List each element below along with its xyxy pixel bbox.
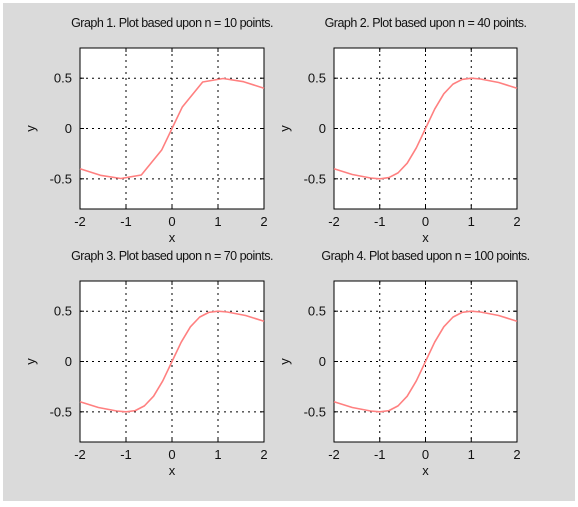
x-axis-label: x — [169, 463, 176, 478]
x-tick-label: -2 — [328, 214, 340, 229]
x-tick-label: 2 — [513, 447, 520, 462]
series-line — [333, 77, 518, 180]
x-tick-label: 1 — [214, 447, 221, 462]
x-tick-label: -2 — [74, 447, 86, 462]
y-tick-label: 0 — [65, 354, 72, 369]
x-tick-label: 2 — [260, 214, 267, 229]
x-tick-label: -1 — [374, 214, 386, 229]
y-tick-label: 0.5 — [308, 304, 326, 319]
y-tick-label: -0.5 — [50, 404, 72, 419]
subplot-3: -2 -1 0 1 2 -0.5 0 0.5 Graph 3. Plot based upon … — [23, 249, 273, 478]
x-tick-label: -2 — [328, 447, 340, 462]
x-tick-label: -1 — [374, 447, 386, 462]
x-tick-label: 0 — [422, 214, 429, 229]
x-tick-label: 2 — [260, 447, 267, 462]
y-axis-label: y — [277, 358, 292, 365]
x-tick-label: 1 — [468, 214, 475, 229]
x-tick-label: 1 — [214, 214, 221, 229]
y-axis-label: y — [277, 125, 292, 132]
y-tick-label: -0.5 — [304, 404, 326, 419]
x-tick-label: 0 — [422, 447, 429, 462]
x-tick-label: -1 — [120, 447, 132, 462]
chart-title: Graph 1. Plot based upon n = 10 points. — [71, 16, 273, 30]
y-tick-label: 0 — [319, 354, 326, 369]
x-tick-label: 1 — [468, 447, 475, 462]
x-axis-label: x — [169, 230, 176, 245]
subplot-2: -2 -1 0 1 2 -0.5 0 0.5 Graph 2. Plot based upon … — [277, 16, 527, 245]
x-axis-label: x — [422, 463, 429, 478]
y-tick-label: 0.5 — [308, 71, 326, 86]
y-tick-label: 0.5 — [54, 304, 72, 319]
x-tick-label: -1 — [120, 214, 132, 229]
y-axis-label: y — [23, 358, 38, 365]
x-axis-label: x — [422, 230, 429, 245]
subplot-1: -2 -1 0 1 2 -0.5 0 0.5 Graph 1. Plot based upon … — [23, 16, 273, 245]
y-tick-label: 0.5 — [54, 71, 72, 86]
x-tick-label: -2 — [74, 214, 86, 229]
x-tick-label: 0 — [168, 214, 175, 229]
series-line — [79, 77, 265, 180]
chart-title: Graph 4. Plot based upon n = 100 points. — [321, 249, 529, 263]
series-line — [333, 310, 518, 413]
chart-title: Graph 3. Plot based upon n = 70 points. — [71, 249, 273, 263]
x-tick-label: 2 — [513, 214, 520, 229]
y-tick-label: 0 — [319, 121, 326, 136]
subplot-4: -2 -1 0 1 2 -0.5 0 0.5 Graph 4. Plot based upon … — [277, 249, 530, 478]
y-tick-label: 0 — [65, 121, 72, 136]
x-tick-label: 0 — [168, 447, 175, 462]
chart-title: Graph 2. Plot based upon n = 40 points. — [325, 16, 527, 30]
series-line — [79, 310, 265, 413]
y-axis-label: y — [23, 125, 38, 132]
y-tick-label: -0.5 — [50, 171, 72, 186]
y-tick-label: -0.5 — [304, 171, 326, 186]
